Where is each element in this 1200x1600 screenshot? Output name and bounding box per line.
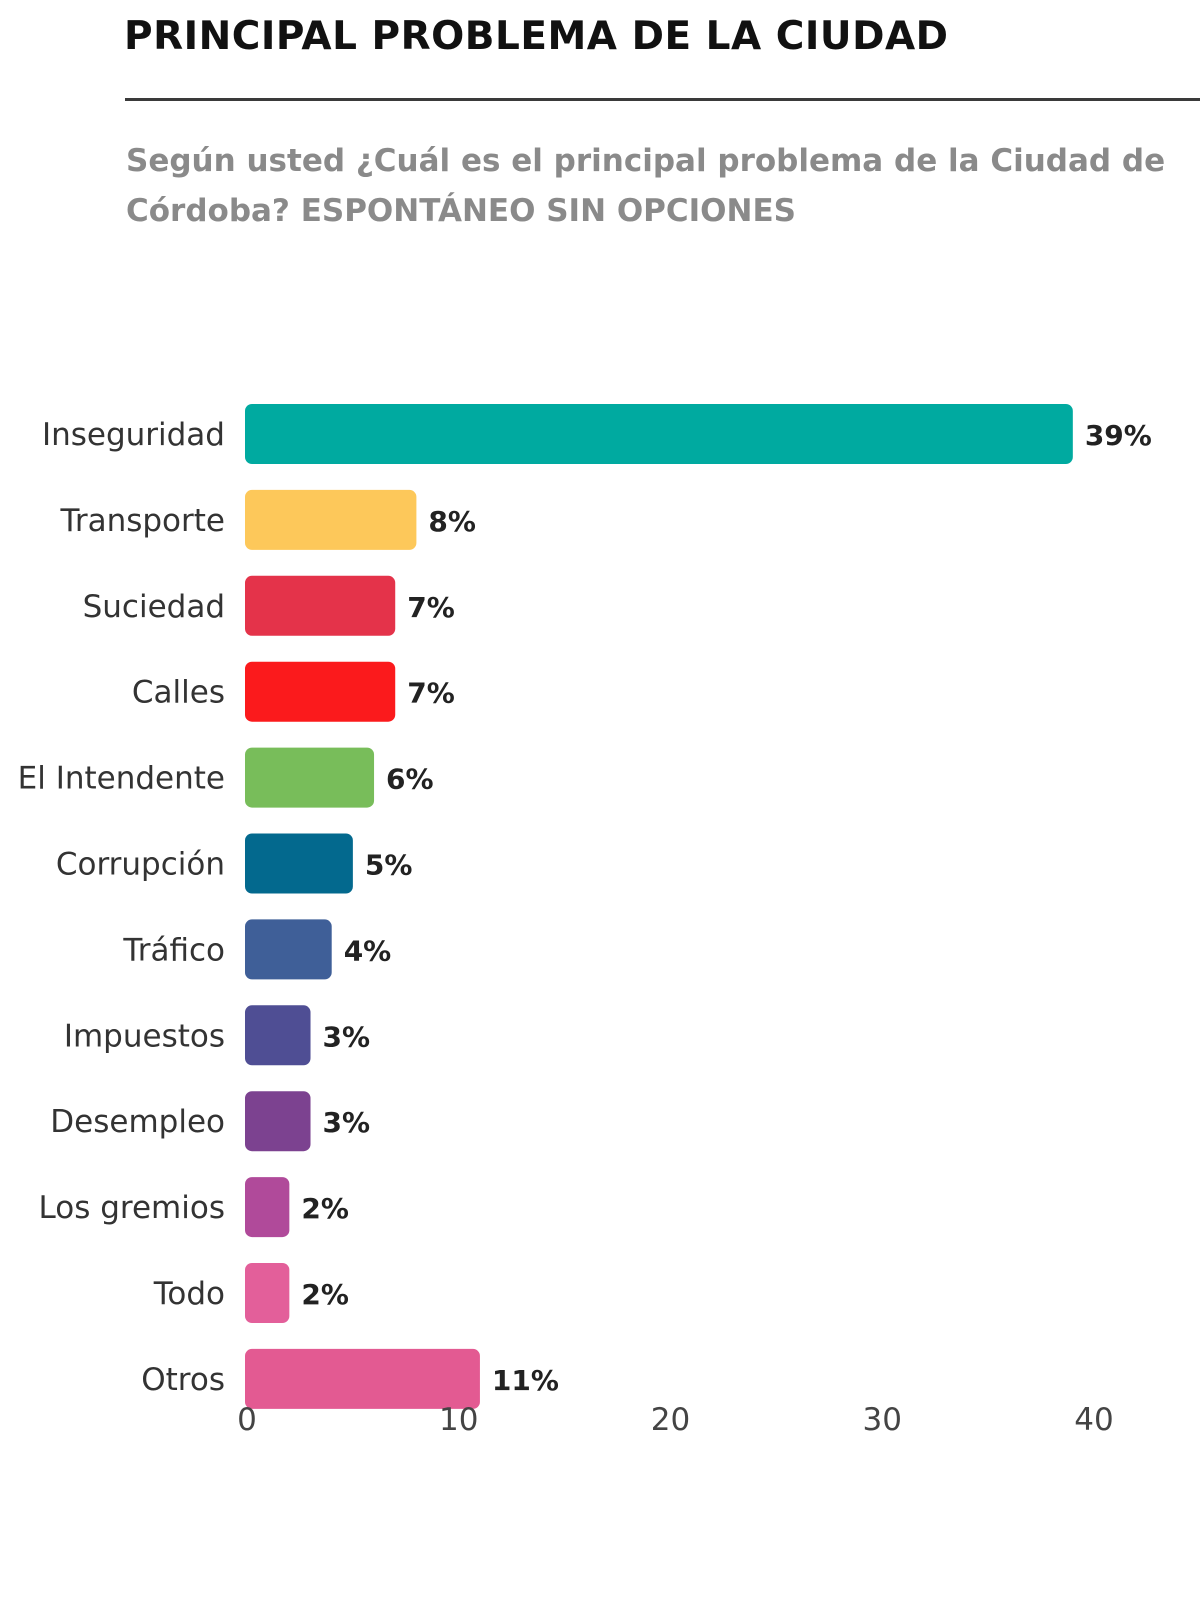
chart-subtitle: Según usted ¿Cuál es el principal proble… xyxy=(126,143,1166,229)
value-label: 7% xyxy=(407,591,455,624)
category-label: Los gremios xyxy=(39,1190,225,1226)
category-label: Otros xyxy=(141,1362,225,1398)
bar-otros xyxy=(245,1348,480,1409)
x-tick-label: 20 xyxy=(651,1402,690,1438)
category-label: Transporte xyxy=(59,503,225,539)
bar-calles xyxy=(245,661,396,722)
category-label: El Intendente xyxy=(18,761,225,797)
bar-suciedad xyxy=(245,575,396,636)
value-label: 11% xyxy=(492,1364,559,1397)
value-label: 7% xyxy=(407,677,455,710)
bar-transporte xyxy=(245,489,417,550)
category-label: Impuestos xyxy=(64,1018,225,1054)
value-label: 8% xyxy=(428,505,476,538)
category-label: Inseguridad xyxy=(42,417,225,453)
value-label: 2% xyxy=(301,1278,349,1311)
bar-corrupción xyxy=(245,833,353,894)
value-label: 39% xyxy=(1085,419,1152,452)
bar-inseguridad xyxy=(245,404,1073,464)
value-label: 3% xyxy=(323,1106,371,1139)
title-divider xyxy=(125,98,1200,101)
chart-title: PRINCIPAL PROBLEMA DE LA CIUDAD xyxy=(124,14,949,59)
x-tick-label: 30 xyxy=(863,1402,902,1438)
x-tick-label: 0 xyxy=(237,1402,257,1438)
category-label: Suciedad xyxy=(83,589,225,625)
category-label: Corrupción xyxy=(56,847,225,883)
bar-todo xyxy=(245,1263,290,1323)
category-label: Calles xyxy=(132,675,225,711)
value-label: 2% xyxy=(301,1192,349,1225)
value-label: 4% xyxy=(344,934,392,967)
category-label: Desempleo xyxy=(50,1104,225,1140)
category-label: Tráfico xyxy=(122,932,225,968)
value-label: 6% xyxy=(386,763,434,796)
bar-el-intendente xyxy=(245,747,375,808)
bar-desempleo xyxy=(245,1091,311,1152)
category-label: Todo xyxy=(153,1276,225,1312)
value-label: 5% xyxy=(365,849,413,882)
bar-tráfico xyxy=(245,919,332,980)
bar-impuestos xyxy=(245,1005,311,1066)
x-tick-label: 10 xyxy=(439,1402,478,1438)
value-label: 3% xyxy=(323,1020,371,1053)
bar-los-gremios xyxy=(245,1177,290,1238)
x-tick-label: 40 xyxy=(1074,1402,1113,1438)
